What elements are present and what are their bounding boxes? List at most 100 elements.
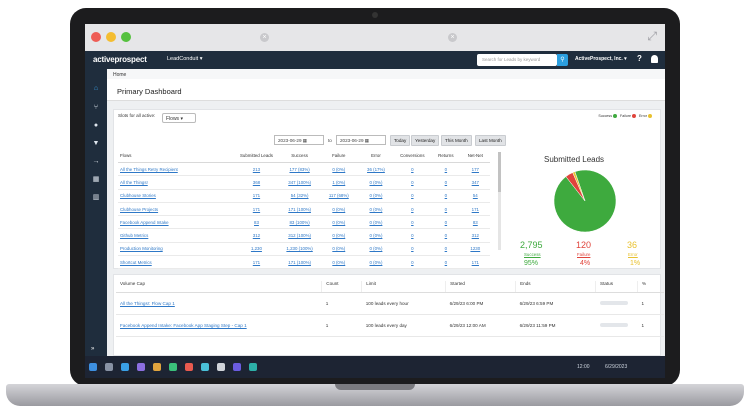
flow-name-link[interactable]: Facebook Append Intake	[118, 215, 233, 230]
cell[interactable]: 171	[460, 202, 490, 217]
flow-name-link[interactable]: All the Things!	[118, 175, 233, 190]
cell[interactable]: 312	[460, 228, 490, 243]
minimize-window-button[interactable]	[106, 32, 116, 42]
cell[interactable]: 347	[460, 175, 490, 190]
cell[interactable]: 83	[460, 215, 490, 230]
success-link[interactable]: Success	[524, 252, 541, 257]
volume-cap-link[interactable]: All the Things!: Flow Cap 1	[116, 292, 322, 315]
cell[interactable]: 0 (0%)	[358, 228, 394, 243]
taskbar-date[interactable]: 6/29/2023	[605, 364, 628, 370]
user-icon[interactable]: ●	[93, 122, 99, 129]
cell[interactable]: 0 (0%)	[358, 215, 394, 230]
cell[interactable]: 0 (0%)	[358, 242, 394, 257]
cell[interactable]: 0	[393, 255, 432, 270]
cell[interactable]: 0	[431, 189, 461, 203]
search-button[interactable]: ⚲	[557, 54, 568, 66]
flow-name-link[interactable]: All the Things Retry Recipient	[118, 162, 233, 177]
cell[interactable]: 0 (0%)	[319, 242, 359, 257]
flow-name-link[interactable]: Github Metrics	[118, 228, 233, 243]
cell[interactable]: 0 (0%)	[319, 255, 359, 270]
col-limit[interactable]: Limit	[361, 281, 447, 293]
cell[interactable]: 0 (0%)	[319, 202, 359, 217]
pie-slice-error[interactable]	[572, 171, 586, 202]
cell[interactable]: 1,230	[232, 242, 280, 257]
col-status[interactable]: Status	[595, 281, 638, 293]
app-icon[interactable]	[201, 363, 209, 371]
cell[interactable]: 83	[232, 215, 280, 230]
app-icon[interactable]	[121, 363, 129, 371]
slots-select[interactable]: Flows ▾	[162, 113, 196, 123]
yesterday-button[interactable]: Yesterday	[411, 135, 440, 146]
tab-close-icon[interactable]: ×	[448, 33, 457, 42]
flows-scrollbar[interactable]	[498, 152, 501, 250]
cell[interactable]: 0	[431, 215, 461, 230]
col-netnet[interactable]: Net-Net	[460, 152, 490, 163]
col-conversions[interactable]: Conversions	[393, 152, 432, 163]
expand-sidebar-icon[interactable]: »	[91, 346, 95, 352]
table-icon[interactable]: ▦	[92, 176, 100, 183]
app-icon[interactable]	[185, 363, 193, 371]
cell[interactable]: 0 (0%)	[358, 255, 394, 270]
flow-name-link[interactable]: Clubhouse Stories	[118, 189, 233, 203]
cell[interactable]: 1 (0%)	[319, 175, 359, 190]
app-icon[interactable]	[169, 363, 177, 371]
cell[interactable]: 0	[431, 255, 461, 270]
chart-icon[interactable]: ▥	[92, 194, 100, 201]
cell[interactable]: 117 (68%)	[319, 189, 359, 203]
breadcrumb[interactable]: Home	[107, 69, 665, 79]
cell[interactable]: 177	[460, 162, 490, 177]
account-menu[interactable]: ActiveProspect, Inc. ▾	[575, 56, 627, 62]
col-volume-cap[interactable]: Volume Cap	[116, 281, 323, 293]
cell[interactable]: 0 (0%)	[319, 162, 359, 177]
cell[interactable]: 312	[232, 228, 280, 243]
cell[interactable]: 54 (32%)	[279, 189, 320, 203]
inbox-icon[interactable]: ▼	[92, 140, 100, 147]
col-percent[interactable]: %	[637, 281, 665, 293]
flow-name-link[interactable]: Clubhouse Projects	[118, 202, 233, 217]
cell[interactable]: 83 (100%)	[279, 215, 320, 230]
cell[interactable]: 0	[393, 189, 432, 203]
cell[interactable]: 0 (0%)	[358, 175, 394, 190]
taskbar-time[interactable]: 12:00	[577, 364, 590, 370]
col-failure[interactable]: Failure	[319, 152, 359, 163]
close-window-button[interactable]	[91, 32, 101, 42]
cell[interactable]: 0 (0%)	[358, 189, 394, 203]
browser-icon[interactable]	[249, 363, 257, 371]
cell[interactable]: 0	[431, 162, 461, 177]
failure-link[interactable]: Failure	[577, 252, 591, 257]
flows-icon[interactable]: ⑂	[93, 104, 99, 111]
app-icon[interactable]	[233, 363, 241, 371]
fullscreen-icon[interactable]: ⤢	[647, 29, 657, 43]
maximize-window-button[interactable]	[121, 32, 131, 42]
cell[interactable]: 0	[431, 242, 461, 257]
pie-slice-success[interactable]	[553, 169, 617, 233]
cell[interactable]: 0 (0%)	[319, 228, 359, 243]
product-switcher[interactable]: LeadConduit ▾	[167, 56, 203, 62]
cell[interactable]: 171	[232, 255, 280, 270]
volume-cap-link[interactable]: Facebook Append Intake: Facebook App Sta…	[116, 314, 322, 337]
date-to-input[interactable]: 2023-06-29 ▦	[336, 135, 386, 145]
flow-name-link[interactable]: Shortcut Metrics	[118, 255, 233, 270]
cell[interactable]: 347 (100%)	[279, 175, 320, 190]
col-submitted[interactable]: Submitted Leads	[232, 152, 280, 163]
cell[interactable]: 0	[393, 215, 432, 230]
cell[interactable]: 171 (100%)	[279, 255, 320, 270]
last-month-button[interactable]: Last Month	[475, 135, 506, 146]
col-returns[interactable]: Returns	[431, 152, 461, 163]
col-count[interactable]: Count	[321, 281, 363, 293]
folder-icon[interactable]	[153, 363, 161, 371]
cell[interactable]: 1230	[460, 242, 490, 257]
col-flows[interactable]: Flows	[118, 152, 233, 163]
home-icon[interactable]: ⌂	[93, 85, 99, 92]
col-started[interactable]: Started	[445, 281, 517, 293]
app-logo[interactable]: activeprospect	[93, 55, 147, 64]
col-success[interactable]: Success	[279, 152, 320, 163]
error-link[interactable]: Error	[628, 252, 638, 257]
cell[interactable]: 0	[393, 162, 432, 177]
cell[interactable]: 312 (100%)	[279, 228, 320, 243]
cell[interactable]: 0	[393, 228, 432, 243]
cell[interactable]: 36 (17%)	[358, 162, 394, 177]
col-error[interactable]: Error	[358, 152, 394, 163]
cell[interactable]: 54	[460, 189, 490, 203]
bell-icon[interactable]	[651, 55, 658, 63]
